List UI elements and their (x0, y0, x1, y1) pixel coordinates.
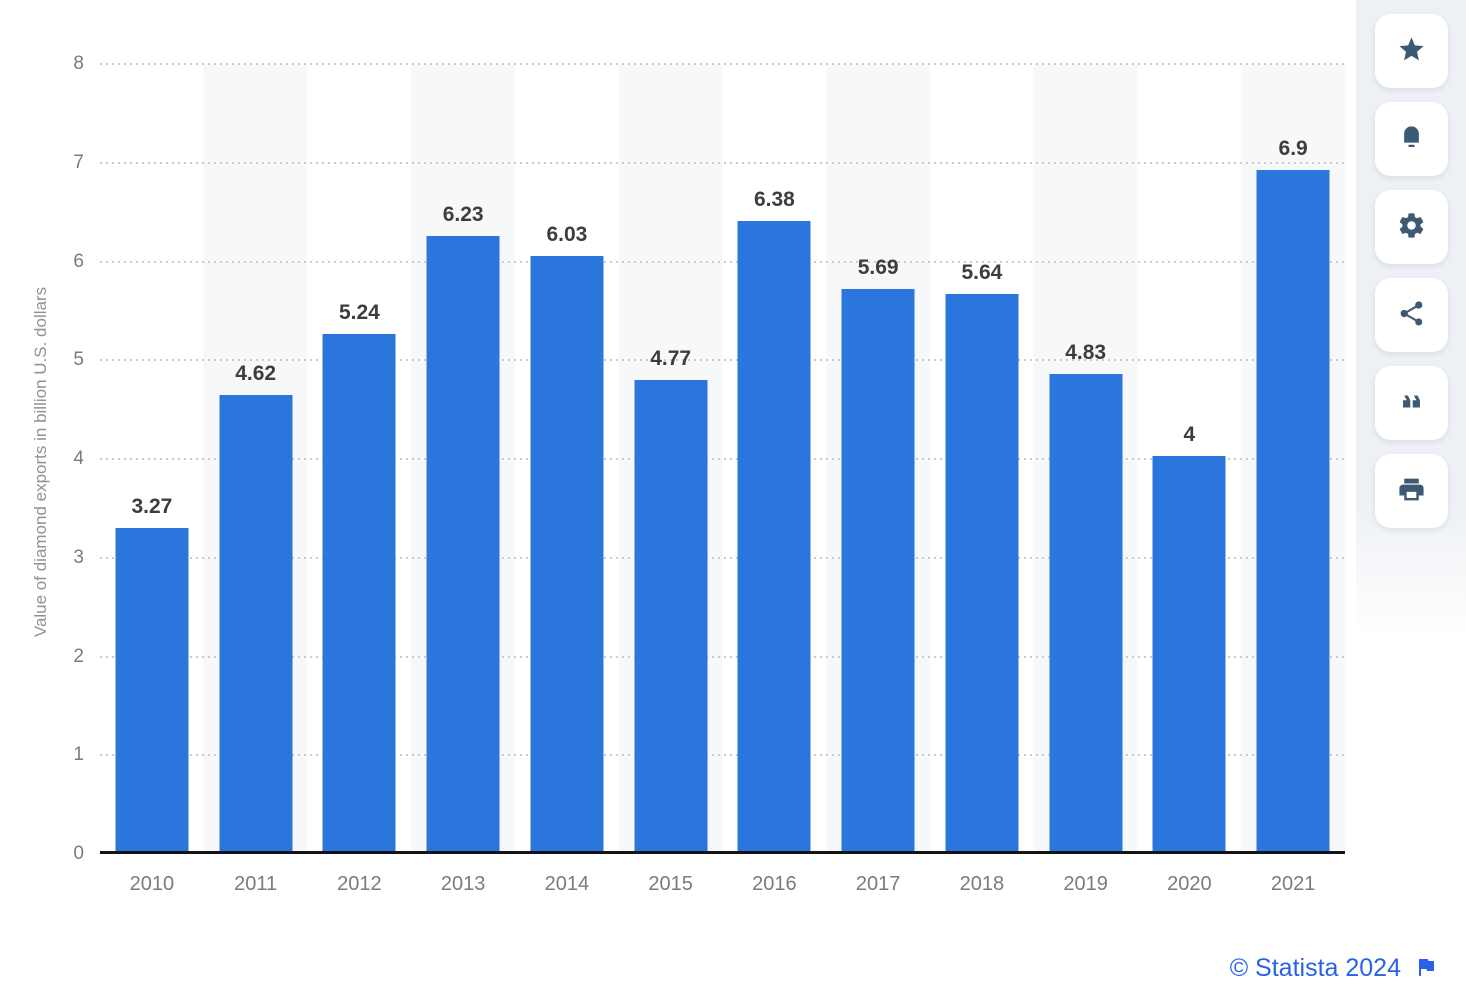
gridline-6 (100, 260, 1345, 263)
column-2010: 3.27 2010 (100, 64, 204, 895)
x-tick-2014: 2014 (544, 873, 590, 895)
bar-value-2021: 6.9 (1278, 136, 1308, 160)
report-flag-button[interactable] (1414, 955, 1438, 982)
bar-value-2019: 4.83 (1065, 341, 1107, 365)
y-tick-7: 7 (73, 151, 84, 173)
plot-area: 3.27 2010 4.62 2011 5.24 2012 6.23 2013 6.03 2014… (100, 63, 1345, 895)
column-2013: 6.23 2013 (411, 64, 515, 895)
y-tick-8: 8 (73, 53, 84, 74)
x-tick-2020: 2020 (1167, 873, 1212, 895)
bar-2021[interactable] (1256, 169, 1330, 851)
x-tick-2012: 2012 (337, 873, 382, 895)
bar-value-2011: 4.62 (235, 361, 277, 385)
print-button[interactable] (1374, 454, 1448, 528)
bar-value-2018: 5.64 (961, 261, 1003, 285)
alerts-button[interactable] (1374, 102, 1448, 176)
gridline-3 (100, 556, 1345, 559)
gridline-7 (100, 161, 1345, 164)
column-2015: 4.77 2015 (619, 64, 723, 895)
y-tick-0: 0 (73, 843, 84, 864)
bar-2010[interactable] (115, 528, 189, 851)
x-tick-2017: 2017 (855, 873, 901, 895)
bar-2016[interactable] (737, 220, 811, 851)
gear-icon (1397, 211, 1426, 243)
gridline-8 (100, 63, 1345, 65)
x-tick-2016: 2016 (752, 873, 797, 895)
bar-value-2015: 4.77 (650, 346, 692, 370)
column-2014: 6.03 2014 (515, 64, 619, 895)
favorite-button[interactable] (1374, 14, 1448, 88)
gridline-4 (100, 458, 1345, 460)
cite-button[interactable] (1374, 366, 1448, 440)
share-button[interactable] (1374, 278, 1448, 352)
bar-value-2014: 6.03 (546, 222, 588, 246)
attribution: © Statista 2024 (1230, 954, 1438, 983)
bar-value-2012: 5.24 (338, 300, 380, 324)
bar-value-2010: 3.27 (131, 495, 173, 519)
column-2016: 6.38 2016 (723, 64, 827, 895)
chart-toolbar (1356, 0, 1466, 640)
column-2019: 4.83 2019 (1034, 64, 1138, 895)
star-icon (1397, 35, 1426, 67)
x-tick-2013: 2013 (440, 873, 486, 895)
bar-2019[interactable] (1049, 374, 1123, 851)
bar-2014[interactable] (530, 255, 604, 851)
print-icon (1397, 475, 1426, 507)
y-tick-5: 5 (73, 349, 84, 371)
share-icon (1397, 299, 1426, 331)
bar-value-2017: 5.69 (857, 256, 899, 280)
column-2020: 4 2020 (1138, 64, 1242, 895)
x-tick-2010: 2010 (129, 873, 175, 895)
column-2021: 6.9 2021 (1241, 64, 1345, 895)
bar-value-2013: 6.23 (442, 202, 484, 226)
column-2012: 5.24 2012 (308, 64, 412, 895)
y-tick-2: 2 (73, 645, 84, 667)
bar-2015[interactable] (634, 379, 708, 851)
bar-value-2016: 6.38 (753, 187, 795, 211)
x-tick-2018: 2018 (959, 873, 1005, 895)
y-tick-6: 6 (73, 250, 84, 272)
gridline-2 (100, 655, 1345, 658)
quote-icon (1397, 387, 1426, 419)
bar-2020[interactable] (1152, 456, 1226, 851)
column-2017: 5.69 2017 (826, 64, 930, 895)
x-tick-2019: 2019 (1063, 873, 1108, 895)
bar-2012[interactable] (322, 333, 396, 851)
bar-2018[interactable] (945, 294, 1019, 851)
gridline-1 (100, 754, 1345, 757)
flag-icon (1414, 955, 1438, 982)
bar-2017[interactable] (841, 289, 915, 851)
y-tick-1: 1 (73, 744, 84, 766)
x-tick-2021: 2021 (1270, 873, 1316, 895)
y-tick-4: 4 (73, 448, 84, 469)
bell-icon (1397, 123, 1426, 155)
x-tick-2011: 2011 (234, 873, 278, 895)
gridline-5 (100, 359, 1345, 362)
bar-value-2020: 4 (1183, 423, 1196, 446)
bar-2013[interactable] (426, 235, 500, 851)
y-tick-3: 3 (73, 546, 84, 568)
statista-copyright-link[interactable]: © Statista 2024 (1229, 954, 1401, 982)
column-2018: 5.64 2018 (930, 64, 1034, 895)
column-2011: 4.62 2011 (204, 64, 308, 895)
x-tick-2015: 2015 (648, 873, 693, 895)
bar-2011[interactable] (219, 394, 293, 851)
settings-button[interactable] (1374, 190, 1448, 264)
